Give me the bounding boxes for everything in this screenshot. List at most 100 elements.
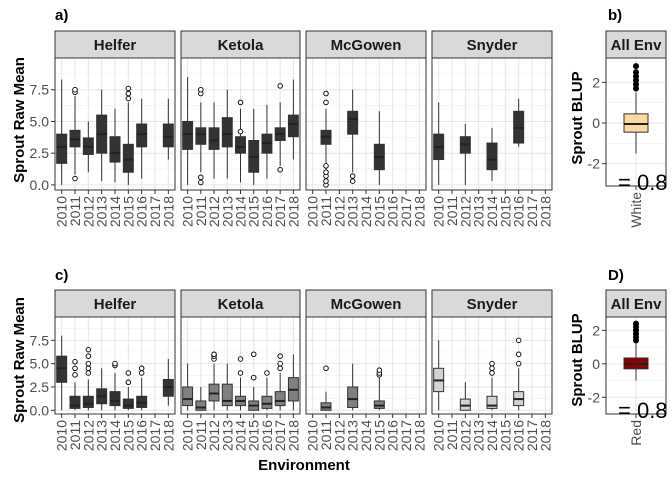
y-tick-label: -2: [588, 156, 601, 172]
box-2013: [96, 368, 108, 411]
box-2014: [486, 127, 498, 182]
box-2010: [433, 340, 445, 411]
outlier-point: [237, 370, 244, 376]
x-tick-label: 2016: [385, 420, 401, 451]
x-tick-label: 2015: [497, 420, 513, 451]
box-body: [274, 391, 286, 407]
box-2013: [221, 363, 233, 411]
outlier-point: [125, 370, 132, 376]
box-2016: [136, 365, 148, 411]
x-tick-label: 2010: [180, 420, 196, 451]
facet-mcgowen: McGowen 201020112012201320142015201620172…: [305, 289, 427, 451]
x-tick-label: 2018: [411, 420, 427, 451]
outlier-point: [632, 63, 640, 70]
panel-tag: D): [608, 267, 624, 284]
facet-strip: [605, 289, 667, 318]
facet-snyder: Snyder 2010201120122013201420152016201720…: [431, 30, 553, 227]
facet-snyder: Snyder 2010201120122013201420152016201720…: [431, 289, 553, 451]
x-tick-label: 2013: [94, 196, 110, 227]
x-tick-label: White: [628, 192, 644, 228]
box-2010: [56, 335, 68, 411]
box-body: [56, 133, 68, 164]
outlier-point: [85, 370, 92, 376]
panel-border: [54, 316, 176, 415]
facet-strip: [605, 30, 667, 59]
box-body: [122, 398, 134, 409]
box-body: [136, 123, 148, 148]
facet-strip-label: Snyder: [467, 37, 518, 54]
x-tick-label: 2014: [484, 196, 500, 227]
x-tick-label: 2010: [305, 420, 321, 451]
box-2015: [373, 111, 385, 185]
box-2014: [235, 356, 246, 411]
x-tick-label: 2013: [471, 196, 487, 227]
panel-border: [305, 316, 427, 415]
facet-strip: [180, 30, 301, 59]
facet-strip: [431, 30, 553, 59]
panel-border: [605, 57, 667, 187]
facet-all-env: All Env Red: [605, 289, 667, 446]
facet-strip: [54, 30, 176, 59]
x-tick-label: 2017: [524, 196, 540, 227]
outlier-point: [277, 83, 283, 89]
panel-border: [431, 57, 553, 191]
x-tick-label: 2011: [193, 420, 209, 450]
box-2015: [122, 85, 134, 185]
facet-strip-label: Helfer: [94, 296, 137, 313]
box-2016: [513, 98, 525, 147]
x-tick-label: 2017: [272, 420, 288, 451]
x-tick-label: 2010: [431, 196, 447, 227]
facet-strip: [431, 289, 553, 318]
x-tick-label: 2010: [54, 420, 70, 451]
facet-strip: [305, 289, 427, 318]
outlier-point: [323, 99, 329, 106]
x-tick-label: 2018: [537, 420, 553, 451]
outlier-point: [125, 379, 132, 386]
x-tick-label: Red: [628, 420, 644, 446]
box-2017: [274, 83, 286, 173]
x-tick-label: 2016: [511, 420, 527, 451]
x-tick-label: 2012: [331, 196, 347, 227]
x-tick-label: 2012: [457, 196, 473, 227]
box-body: [122, 143, 134, 173]
outlier-point: [632, 320, 640, 327]
x-tick-label: 2014: [233, 420, 249, 451]
y-axis-title: Sprout BLUP: [569, 71, 586, 164]
box-body: [486, 395, 498, 409]
x-tick-label: 2011: [193, 196, 209, 226]
x-tick-label: 2011: [318, 196, 334, 226]
x-tick-label: 2018: [285, 196, 301, 227]
box-2018: [162, 358, 174, 406]
x-tick-label: 2014: [107, 196, 123, 227]
outlier-point: [125, 95, 132, 102]
box-body: [287, 114, 299, 138]
facet-strip-label: McGowen: [331, 37, 402, 54]
x-tick-label: 2017: [147, 420, 163, 451]
outlier-point: [250, 351, 257, 358]
y-tick-label: 7.5: [30, 332, 50, 348]
x-tick-label: 2017: [398, 196, 414, 227]
facet-strip: [54, 289, 176, 318]
box-2010: [182, 363, 194, 411]
x-tick-label: 2013: [219, 420, 235, 451]
x-tick-label: 2011: [318, 420, 334, 450]
outlier-point: [237, 128, 244, 135]
overlay-label: = 0.8: [618, 398, 668, 423]
box-body: [82, 395, 94, 408]
outlier-point: [72, 359, 78, 365]
box-body: [347, 386, 359, 408]
box-2011: [195, 386, 207, 411]
box-2017: [274, 353, 286, 411]
facet-strip-label: Helfer: [94, 37, 137, 54]
box-2013: [347, 363, 359, 411]
outlier-point: [250, 374, 257, 381]
box-2015: [248, 108, 260, 185]
box-2010: [56, 79, 68, 185]
outlier-point: [277, 365, 283, 372]
outlier-point: [112, 360, 118, 367]
x-tick-label: 2012: [457, 420, 473, 451]
y-tick-label: 0: [592, 356, 600, 372]
facet-ketola: Ketola 2010201120122013201420152016201720…: [180, 30, 301, 227]
outlier-point: [277, 353, 283, 359]
x-tick-label: 2011: [444, 196, 460, 226]
